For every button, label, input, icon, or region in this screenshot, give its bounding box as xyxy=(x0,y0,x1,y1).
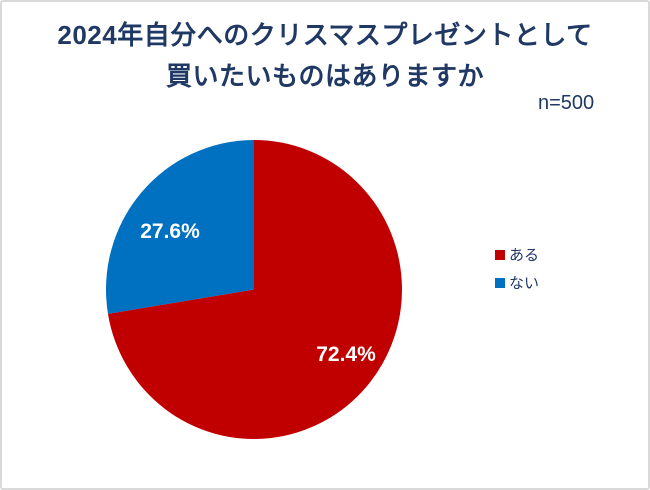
chart-title-line1: 2024年自分へのクリスマスプレゼントとして xyxy=(57,20,593,50)
legend-label-nai: ない xyxy=(509,275,540,292)
pie-chart-svg xyxy=(106,140,402,439)
pie-slice-nai xyxy=(106,140,254,314)
legend-item-aru: ある xyxy=(495,245,539,264)
legend-swatch-aru-icon xyxy=(495,249,505,260)
chart-title-line2: 買いたいものはありますか xyxy=(165,61,484,91)
legend: ある ない xyxy=(495,245,539,301)
pie-slice-aru xyxy=(107,140,402,439)
legend-swatch-nai-icon xyxy=(495,277,505,288)
pie-chart xyxy=(106,140,402,439)
sample-size-label: n=500 xyxy=(538,92,595,114)
data-label-aru: 72.4% xyxy=(316,343,376,366)
data-label-nai: 27.6% xyxy=(140,220,200,243)
legend-item-nai: ない xyxy=(495,273,539,292)
chart-title: 2024年自分へのクリスマスプレゼントとして 買いたいものはありますか xyxy=(2,15,648,97)
legend-label-aru: ある xyxy=(509,247,540,264)
